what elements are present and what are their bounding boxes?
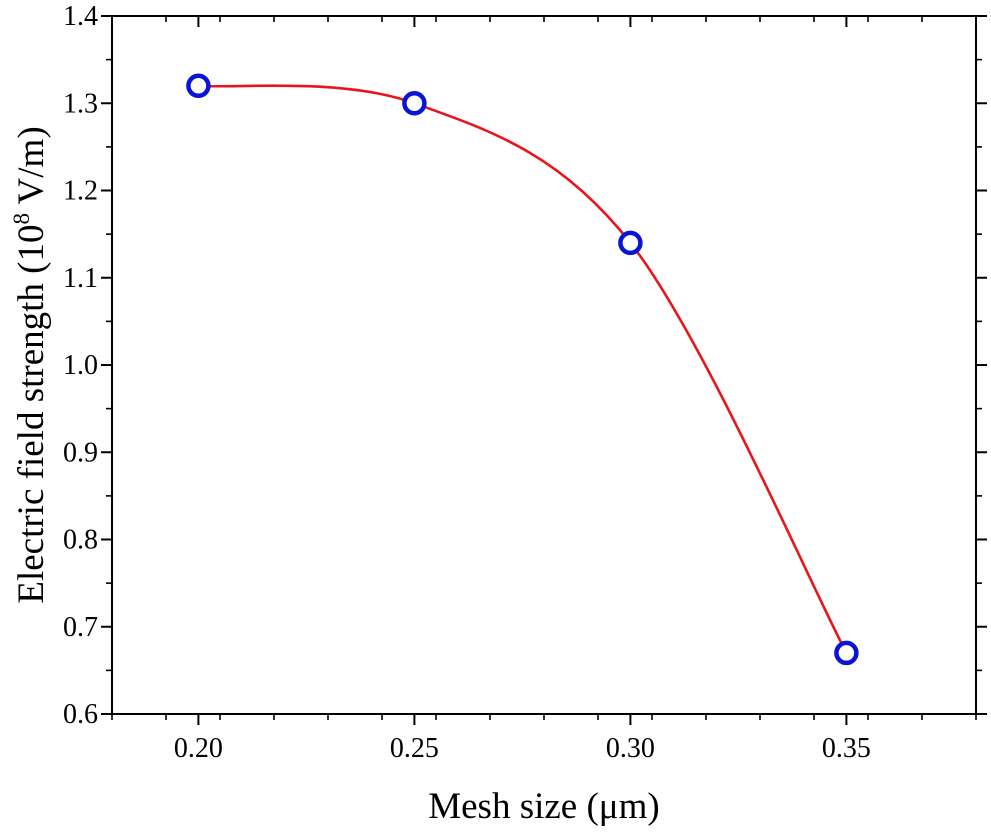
x-tick-label: 0.20 [174, 733, 223, 764]
y-tick-label: 1.4 [63, 1, 98, 32]
data-point [834, 640, 859, 666]
y-tick-label: 1.1 [63, 263, 98, 294]
y-tick-label: 0.8 [63, 525, 98, 556]
series-line [198, 84, 848, 654]
y-axis-title-suffix: V/m) [11, 126, 52, 213]
x-tick-label: 0.25 [390, 733, 439, 764]
y-axis-title-prefix: Electric field strength (10 [11, 225, 52, 604]
data-point [186, 73, 211, 99]
y-tick-labels: 0.6 0.7 0.8 0.9 1.0 1.1 1.2 1.3 1.4 [63, 1, 98, 730]
axis-ticks [101, 15, 987, 725]
plot-frame [111, 15, 977, 715]
y-tick-label: 0.7 [63, 612, 98, 643]
data-point [618, 230, 643, 256]
y-tick-label: 0.6 [63, 699, 98, 730]
y-tick-label: 1.3 [63, 88, 98, 119]
y-tick-label: 1.2 [63, 176, 98, 207]
y-tick-label: 0.9 [63, 437, 98, 468]
x-axis-title: Mesh size (μm) [428, 786, 660, 827]
y-axis-title-exponent: 8 [9, 213, 34, 225]
y-tick-label: 1.0 [63, 350, 98, 381]
x-tick-label: 0.35 [822, 733, 871, 764]
y-axis-title: Electric field strength (108 V/m) [9, 126, 52, 603]
data-point [402, 91, 427, 116]
series-markers [186, 73, 859, 666]
x-tick-labels: 0.20 0.25 0.30 0.35 [174, 733, 871, 764]
x-tick-label: 0.30 [606, 733, 655, 764]
